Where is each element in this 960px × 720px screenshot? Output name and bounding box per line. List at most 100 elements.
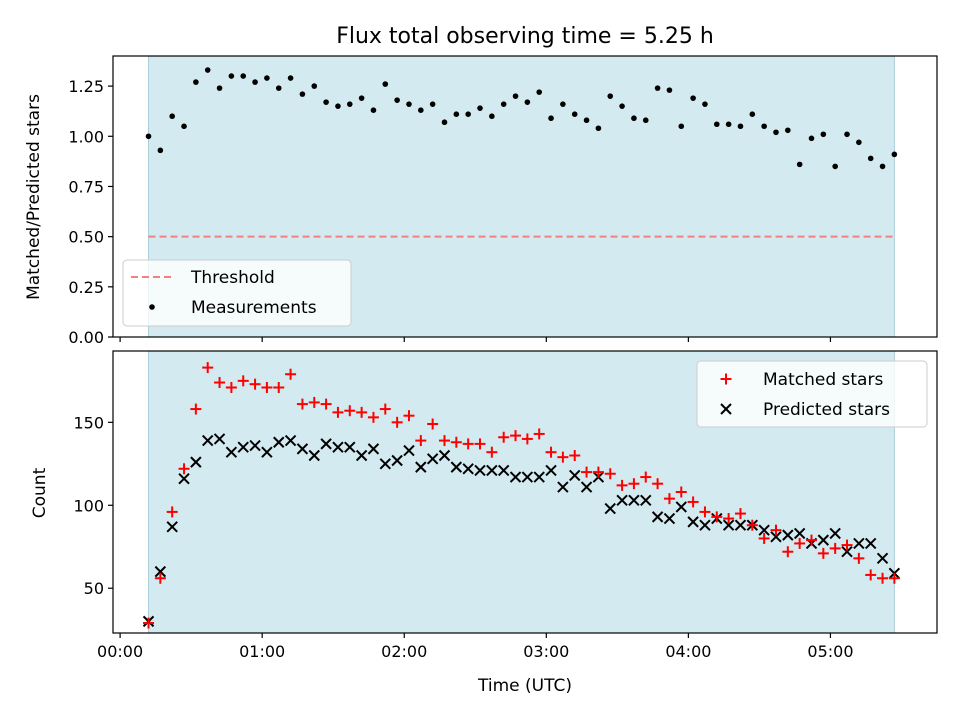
measurement-point <box>335 103 341 109</box>
predicted-point <box>604 502 616 515</box>
predicted-point <box>261 446 273 458</box>
predicted-point <box>793 527 806 540</box>
measurement-point <box>571 111 578 118</box>
predicted-point <box>580 481 593 493</box>
top-y-tick-label: 0.25 <box>68 278 104 297</box>
matched-point <box>888 572 900 584</box>
predicted-point-stroke <box>651 511 664 523</box>
predicted-point <box>367 443 380 455</box>
predicted-point-stroke <box>403 444 415 457</box>
chart-title: Flux total observing time = 5.25 h <box>336 24 714 49</box>
measurement-point <box>370 107 377 113</box>
predicted-point <box>426 453 439 465</box>
measurement-point <box>737 123 744 130</box>
predicted-point <box>876 552 889 565</box>
matched-point <box>829 542 841 554</box>
top-y-tick-label: 0.50 <box>68 228 104 247</box>
predicted-point <box>841 546 853 558</box>
matched-point <box>296 398 308 410</box>
predicted-point-stroke <box>284 434 297 447</box>
top-y-axis-label: Matched/Predicted stars <box>24 94 44 300</box>
matched-point <box>202 362 214 374</box>
matched-point <box>557 451 569 463</box>
predicted-point <box>332 441 344 453</box>
measurement-point <box>275 85 282 91</box>
predicted-point <box>438 449 451 462</box>
predicted-point <box>640 494 652 507</box>
measurement-point <box>204 67 211 73</box>
measurement-point <box>690 95 696 101</box>
predicted-point-stroke <box>734 519 747 531</box>
predicted-point-stroke <box>462 463 474 475</box>
matched-point <box>273 381 285 393</box>
predicted-point <box>249 439 261 452</box>
matched-point <box>427 418 439 430</box>
matched-point <box>806 534 818 546</box>
predicted-point-stroke <box>320 438 332 450</box>
bottom-legend-box <box>696 360 928 428</box>
matched-point <box>178 463 190 475</box>
top-legend-box <box>122 259 352 327</box>
predicted-point-stroke <box>569 469 581 482</box>
matched-point <box>723 513 735 525</box>
predicted-point-stroke <box>509 471 522 483</box>
matched-point <box>237 375 249 387</box>
predicted-point-stroke <box>628 494 640 507</box>
matched-point <box>877 572 889 584</box>
predicted-point <box>864 537 877 550</box>
predicted-point <box>734 519 747 531</box>
matched-point <box>865 569 877 581</box>
matched-point <box>391 416 403 428</box>
measurement-point <box>761 123 767 130</box>
predicted-point-stroke <box>438 449 451 462</box>
x-tick-label: 04:00 <box>665 642 711 661</box>
predicted-point-stroke <box>687 516 699 528</box>
matched-point <box>746 519 758 531</box>
bottom-axes-frame <box>112 350 938 634</box>
measurement-point <box>678 123 685 130</box>
matched-point <box>616 479 628 491</box>
measurement-point <box>406 101 412 107</box>
measurement-point <box>879 163 886 170</box>
legend-matched-swatch <box>720 373 732 385</box>
measurement-point <box>453 111 460 118</box>
predicted-point <box>344 441 356 453</box>
predicted-point-stroke <box>391 454 403 467</box>
matched-point <box>794 537 806 549</box>
matched-point <box>640 471 652 483</box>
predicted-point-stroke <box>190 456 202 468</box>
measurement-point <box>583 117 590 124</box>
predicted-point <box>273 436 285 448</box>
measurement-point <box>796 161 803 168</box>
predicted-point <box>675 501 687 513</box>
predicted-point-stroke <box>497 464 510 477</box>
measurement-point <box>252 79 258 85</box>
matched-point <box>261 381 273 393</box>
predicted-point-stroke <box>379 458 392 470</box>
legend-predicted-label: Predicted stars <box>763 400 890 420</box>
matched-point <box>367 411 379 423</box>
measurement-point <box>441 119 448 126</box>
measurement-point <box>358 95 365 101</box>
measurement-point <box>264 75 270 81</box>
measurement-point <box>607 93 614 99</box>
measurement-point <box>323 99 329 105</box>
measurement-point <box>820 131 827 138</box>
measurement-point <box>382 81 389 87</box>
predicted-point-stroke <box>355 449 368 462</box>
measurement-point <box>631 115 637 122</box>
predicted-point-stroke <box>829 527 841 540</box>
bottom-legend: Matched stars Predicted stars <box>696 360 928 428</box>
x-tick-label: 01:00 <box>239 642 285 661</box>
predicted-point-stroke <box>782 529 794 541</box>
predicted-point <box>770 531 782 543</box>
measurement-point <box>595 125 602 132</box>
predicted-point <box>296 443 309 455</box>
predicted-point <box>687 516 699 528</box>
measurement-point <box>773 129 779 136</box>
matched-point <box>166 506 178 518</box>
matched-point <box>143 617 155 629</box>
predicted-point-stroke <box>533 471 545 483</box>
measurement-point <box>642 117 649 124</box>
matched-point <box>628 478 640 490</box>
